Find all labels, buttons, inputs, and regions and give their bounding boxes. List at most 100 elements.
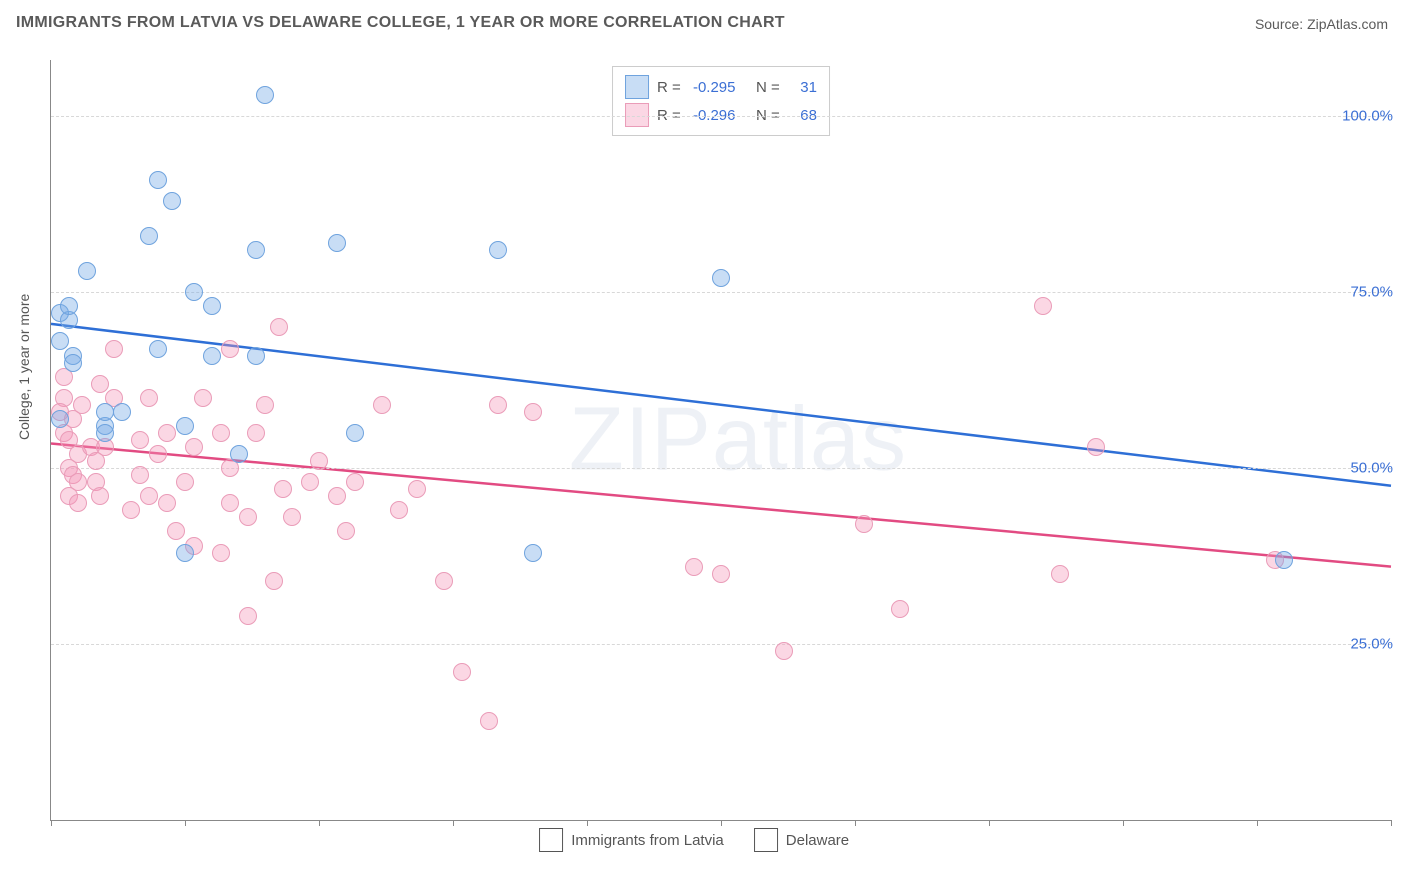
scatter-point-latvia [712,269,730,287]
scatter-point-delaware [69,473,87,491]
legend-item-latvia: Immigrants from Latvia [539,828,724,852]
legend-series: Immigrants from Latvia Delaware [539,828,849,852]
legend-label-delaware: Delaware [786,832,849,849]
scatter-point-delaware [712,565,730,583]
scatter-point-latvia [524,544,542,562]
legend-correlation: R = -0.295 N = 31R = -0.296 N = 68 [612,66,830,136]
scatter-point-delaware [131,466,149,484]
scatter-point-delaware [158,494,176,512]
scatter-point-delaware [221,340,239,358]
scatter-point-latvia [247,347,265,365]
scatter-point-latvia [51,332,69,350]
scatter-point-latvia [185,283,203,301]
scatter-point-latvia [1275,551,1293,569]
scatter-point-latvia [113,403,131,421]
scatter-point-latvia [230,445,248,463]
scatter-point-delaware [105,340,123,358]
x-tick [1123,820,1124,826]
scatter-point-delaware [91,487,109,505]
scatter-point-delaware [239,607,257,625]
legend-n-value-delaware: 68 [792,107,817,124]
watermark-atlas: atlas [712,390,907,490]
scatter-point-delaware [480,712,498,730]
scatter-point-delaware [69,494,87,512]
watermark-zip: ZIP [569,390,712,490]
scatter-point-delaware [212,424,230,442]
plot-area: ZIPatlas R = -0.295 N = 31R = -0.296 N =… [50,60,1391,821]
scatter-point-delaware [685,558,703,576]
swatch-latvia [625,75,649,99]
scatter-point-latvia [149,171,167,189]
watermark: ZIPatlas [569,389,907,492]
source-prefix: Source: [1255,16,1307,32]
scatter-point-latvia [247,241,265,259]
x-tick [721,820,722,826]
legend-n-value-latvia: 31 [792,79,817,96]
legend-r-value-delaware: -0.296 [693,107,736,124]
scatter-point-delaware [274,480,292,498]
scatter-point-latvia [51,410,69,428]
scatter-point-latvia [346,424,364,442]
scatter-point-delaware [265,572,283,590]
scatter-point-latvia [328,234,346,252]
legend-corr-row-latvia: R = -0.295 N = 31 [625,73,817,101]
gridline-h [51,292,1391,293]
legend-r-value-latvia: -0.295 [693,79,736,96]
y-axis-label: College, 1 year or more [16,294,32,440]
scatter-point-delaware [176,473,194,491]
scatter-point-delaware [140,389,158,407]
scatter-point-delaware [310,452,328,470]
legend-r-label: R = [657,107,685,124]
scatter-point-latvia [489,241,507,259]
swatch-delaware [625,103,649,127]
scatter-point-delaware [1087,438,1105,456]
scatter-point-latvia [256,86,274,104]
scatter-point-delaware [453,663,471,681]
scatter-point-delaware [283,508,301,526]
source-link[interactable]: ZipAtlas.com [1307,16,1388,32]
swatch-latvia [539,828,563,852]
scatter-point-delaware [489,396,507,414]
legend-n-label: N = [744,79,784,96]
x-tick [989,820,990,826]
scatter-point-delaware [194,389,212,407]
scatter-point-latvia [140,227,158,245]
scatter-point-latvia [203,347,221,365]
scatter-point-delaware [149,445,167,463]
scatter-point-delaware [91,375,109,393]
x-tick [1257,820,1258,826]
scatter-point-latvia [96,424,114,442]
scatter-point-latvia [96,403,114,421]
legend-r-label: R = [657,79,685,96]
x-tick [319,820,320,826]
scatter-point-latvia [149,340,167,358]
scatter-point-delaware [855,515,873,533]
x-tick [855,820,856,826]
legend-label-latvia: Immigrants from Latvia [571,832,724,849]
scatter-point-delaware [212,544,230,562]
scatter-point-delaware [73,396,91,414]
scatter-point-delaware [524,403,542,421]
scatter-point-delaware [301,473,319,491]
x-tick [1391,820,1392,826]
scatter-point-latvia [64,354,82,372]
scatter-point-delaware [390,501,408,519]
x-tick [453,820,454,826]
gridline-h [51,116,1391,117]
scatter-point-delaware [775,642,793,660]
scatter-point-delaware [337,522,355,540]
scatter-point-latvia [176,417,194,435]
scatter-point-delaware [158,424,176,442]
trendline-delaware [51,444,1391,567]
gridline-h [51,644,1391,645]
scatter-point-delaware [1051,565,1069,583]
scatter-point-delaware [891,600,909,618]
scatter-point-delaware [346,473,364,491]
scatter-point-latvia [163,192,181,210]
scatter-point-latvia [176,544,194,562]
x-tick [587,820,588,826]
scatter-point-delaware [247,424,265,442]
legend-n-label: N = [744,107,784,124]
scatter-point-delaware [435,572,453,590]
scatter-point-latvia [203,297,221,315]
